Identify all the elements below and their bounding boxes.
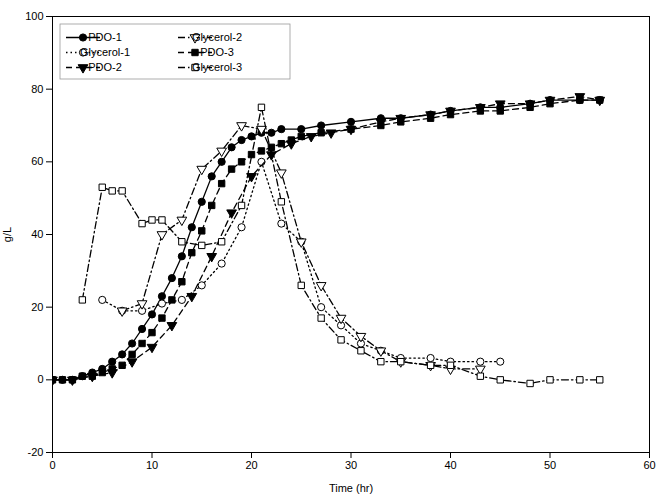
svg-text:PDO-2: PDO-2: [88, 61, 122, 73]
svg-text:Glycerol-2: Glycerol-2: [192, 31, 242, 43]
svg-text:20: 20: [31, 301, 43, 313]
svg-text:60: 60: [31, 155, 43, 167]
svg-text:40: 40: [444, 459, 456, 471]
svg-text:PDO-1: PDO-1: [88, 31, 122, 43]
svg-text:30: 30: [345, 459, 357, 471]
svg-text:100: 100: [25, 10, 43, 22]
svg-text:0: 0: [49, 459, 55, 471]
svg-text:10: 10: [146, 459, 158, 471]
svg-text:Time (hr): Time (hr): [329, 482, 373, 494]
svg-text:PDO-3: PDO-3: [200, 46, 234, 58]
svg-text:g/L: g/L: [1, 227, 13, 242]
svg-text:-20: -20: [28, 446, 44, 458]
svg-text:20: 20: [245, 459, 257, 471]
svg-text:0: 0: [37, 373, 43, 385]
svg-text:Glycerol-3: Glycerol-3: [192, 61, 242, 73]
svg-text:40: 40: [31, 228, 43, 240]
svg-text:60: 60: [643, 459, 655, 471]
svg-text:50: 50: [544, 459, 556, 471]
svg-text:80: 80: [31, 83, 43, 95]
svg-text:Glycerol-1: Glycerol-1: [80, 46, 130, 58]
